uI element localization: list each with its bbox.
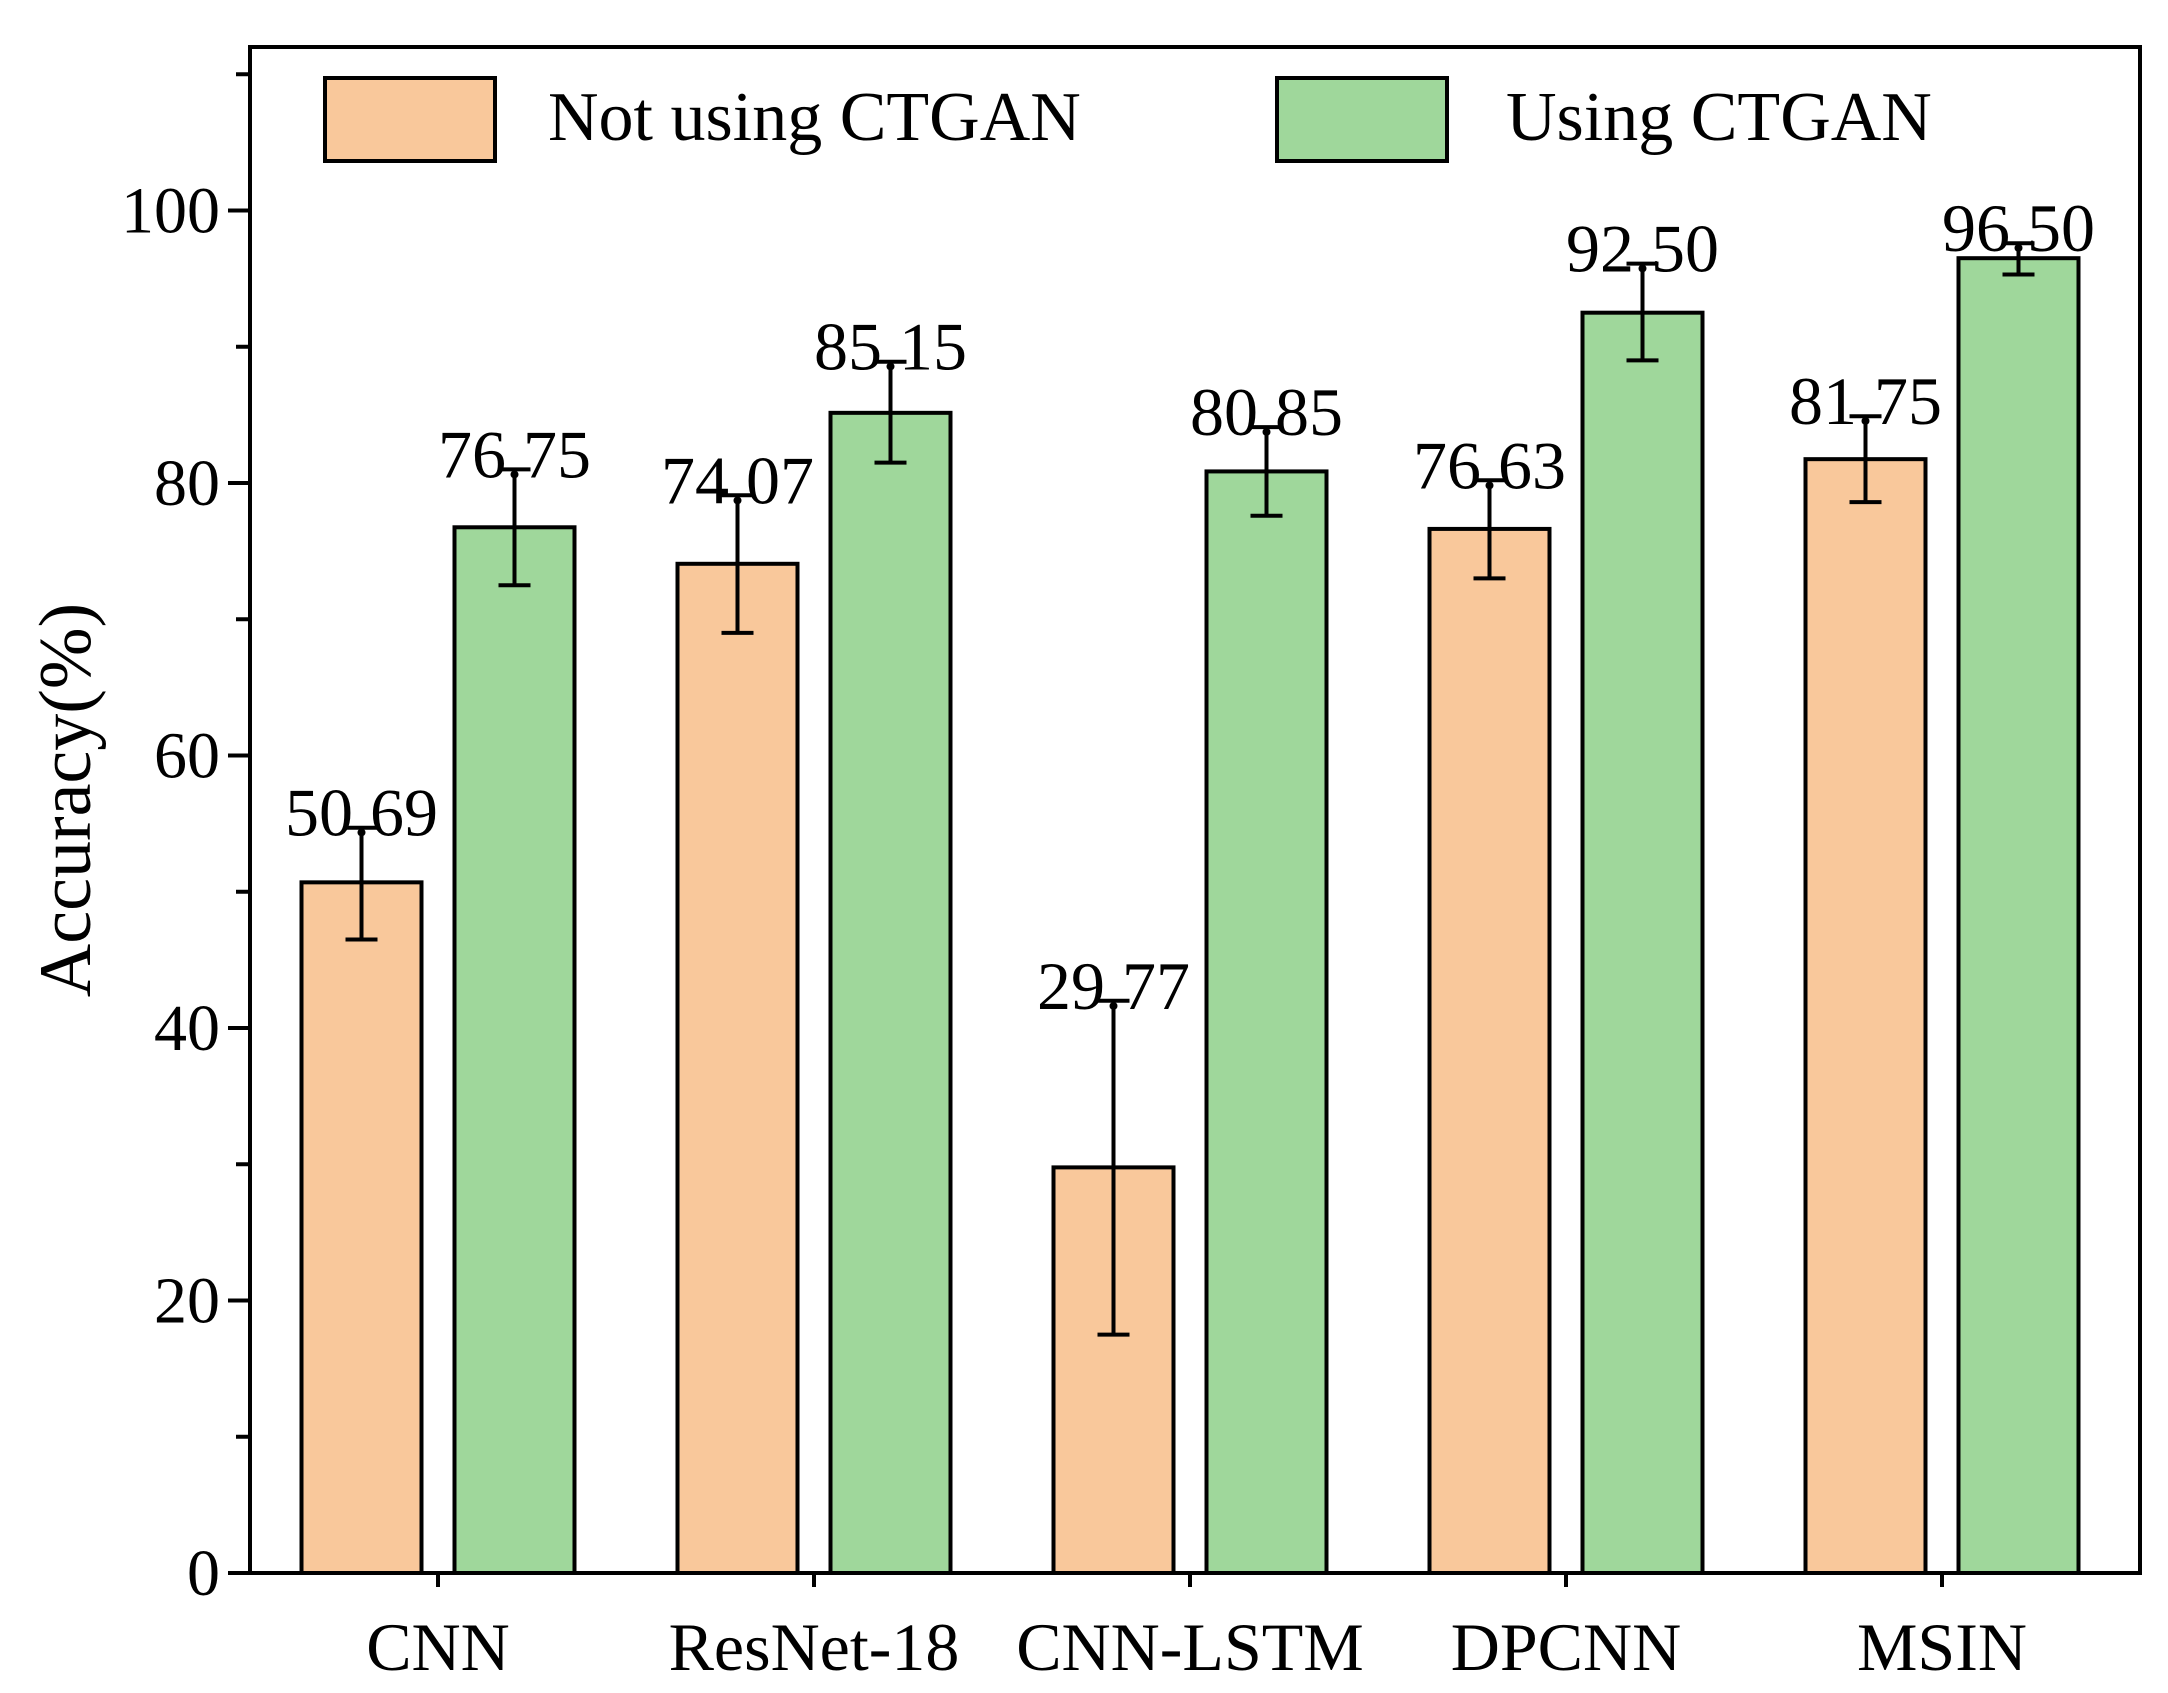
bar-resnet-18-not-using-ctgan	[675, 561, 800, 1575]
x-tick-label-cnn: CNN	[366, 1609, 510, 1685]
x-tick-label-resnet-18: ResNet-18	[669, 1609, 960, 1685]
bar-msin-using-ctgan	[1956, 256, 2081, 1575]
x-tick-label-cnn-lstm: CNN-LSTM	[1016, 1609, 1364, 1685]
y-tick-label-40: 40	[154, 992, 220, 1065]
y-axis: 0 20 40 60 80 100	[121, 72, 250, 1610]
legend-label-using-ctgan: Using CTGAN	[1506, 79, 1932, 156]
legend-swatch-using-ctgan	[1275, 76, 1449, 163]
bars-layer	[299, 256, 2081, 1576]
bar-msin-not-using-ctgan	[1803, 457, 1928, 1575]
legend: Not using CTGAN Using CTGAN	[323, 76, 1932, 163]
plot-frame	[248, 45, 2142, 1575]
y-tick-label-80: 80	[154, 447, 220, 520]
y-tick-label-60: 60	[154, 720, 220, 793]
x-tick-label-msin: MSIN	[1857, 1609, 2027, 1685]
bar-cnn-using-ctgan	[452, 525, 577, 1575]
value-label-cnn-lstm-not-using-ctgan: 29.77	[1037, 948, 1190, 1024]
value-label-resnet-18-using-ctgan: 85.15	[814, 309, 967, 385]
value-label-resnet-18-not-using-ctgan: 74.07	[661, 442, 814, 518]
x-axis: CNN ResNet-18 CNN-LSTM DPCNN MSIN	[366, 1573, 2027, 1685]
bar-resnet-18-using-ctgan	[828, 410, 953, 1575]
y-tick-label-20: 20	[154, 1265, 220, 1338]
value-label-cnn-not-using-ctgan: 50.69	[285, 775, 438, 851]
legend-swatch-not-using-ctgan	[323, 76, 497, 163]
error-bars-layer	[345, 241, 2035, 1337]
value-label-dpcnn-using-ctgan: 92.50	[1566, 211, 1719, 287]
y-tick-label-0: 0	[187, 1537, 220, 1610]
legend-label-not-using-ctgan: Not using CTGAN	[548, 79, 1081, 156]
value-label-msin-using-ctgan: 96.50	[1942, 190, 2095, 266]
value-label-cnn-using-ctgan: 76.75	[438, 416, 591, 492]
bar-dpcnn-not-using-ctgan	[1427, 526, 1552, 1575]
y-tick-label-100: 100	[121, 175, 220, 248]
x-tick-label-dpcnn: DPCNN	[1451, 1609, 1682, 1685]
value-label-cnn-lstm-using-ctgan: 80.85	[1190, 374, 1343, 450]
bar-cnn-lstm-using-ctgan	[1204, 469, 1329, 1576]
value-label-msin-not-using-ctgan: 81.75	[1789, 363, 1942, 439]
bar-dpcnn-using-ctgan	[1580, 310, 1705, 1575]
bar-cnn-not-using-ctgan	[299, 880, 424, 1575]
y-axis-label: Accuracy(%)	[25, 603, 107, 997]
value-label-dpcnn-not-using-ctgan: 76.63	[1413, 427, 1566, 503]
